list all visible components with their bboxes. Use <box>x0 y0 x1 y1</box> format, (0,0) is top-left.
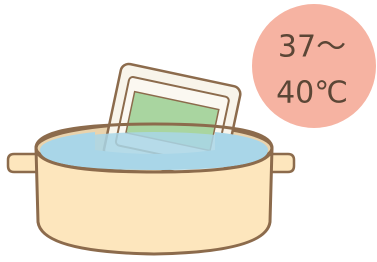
illustration: 37～ 40℃ <box>0 0 377 262</box>
water-surface <box>42 132 266 168</box>
badge-line: 40℃ <box>276 76 348 111</box>
badge-line: 37～ <box>278 30 346 65</box>
page: 37～ 40℃ (() => { const data = JSON.parse… <box>0 0 377 262</box>
